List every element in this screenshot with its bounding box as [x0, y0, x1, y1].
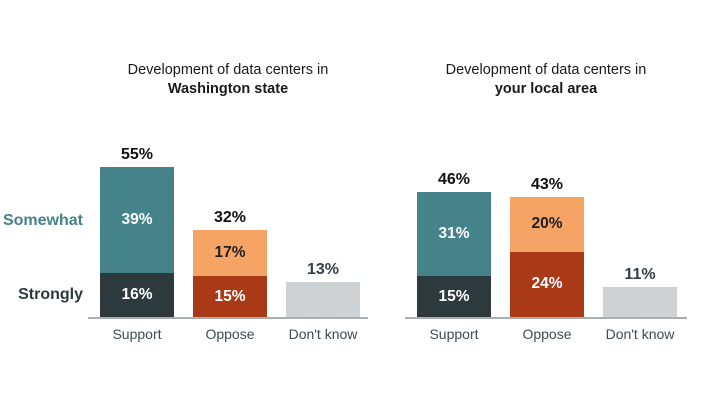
segment-value-label: 31%: [438, 224, 470, 242]
bar-column-support: 55% 39% 16%: [100, 132, 174, 317]
total-label-support: 46%: [437, 170, 471, 188]
category-label-oppose: Oppose: [205, 326, 255, 342]
bar-column-dont-know: 13%: [286, 132, 360, 317]
bar-segment-strongly-support: 16%: [100, 273, 174, 317]
plot-area: 46% 31% 15% 43% 20%: [405, 132, 687, 319]
bar-segment-strongly-oppose: 24%: [510, 251, 584, 317]
stacked-bar-support: 39% 16%: [100, 167, 174, 317]
bars-group: 55% 39% 16% 32% 17%: [100, 132, 360, 317]
category-label-oppose: Oppose: [522, 326, 572, 342]
x-axis-line: [88, 317, 368, 319]
chart-title: Development of data centers in your loca…: [405, 61, 687, 99]
category-label-dont-know: Don't know: [605, 326, 675, 342]
chart-washington-state: Development of data centers in Washingto…: [88, 55, 368, 350]
chart-title-line1: Development of data centers in: [127, 62, 329, 78]
stacked-bar-oppose: 20% 24%: [510, 197, 584, 317]
bar-segment-dont-know: [286, 281, 360, 317]
segment-value-label: 39%: [121, 211, 153, 229]
segment-value-label: 24%: [531, 275, 563, 293]
bar-column-oppose: 32% 17% 15%: [193, 132, 267, 317]
segment-value-label: 16%: [121, 286, 153, 304]
x-axis-line: [405, 317, 687, 319]
chart-title-line1: Development of data centers in: [445, 62, 647, 78]
legend-label-somewhat: Somewhat: [2, 212, 83, 229]
bar-segment-strongly-support: 15%: [417, 276, 491, 317]
total-label-dont-know: 11%: [624, 266, 656, 283]
bar-segment-somewhat-support: 31%: [417, 191, 491, 277]
total-label-oppose: 32%: [213, 208, 247, 226]
total-label-support: 55%: [120, 146, 154, 164]
chart-title: Development of data centers in Washingto…: [88, 61, 368, 99]
total-label-oppose: 43%: [530, 176, 564, 194]
chart-title-line2: your local area: [494, 81, 598, 97]
stacked-bar-oppose: 17% 15%: [193, 229, 267, 317]
segment-value-label: 15%: [214, 287, 246, 305]
total-label-dont-know: 13%: [306, 260, 340, 278]
bars-group: 46% 31% 15% 43% 20%: [417, 132, 677, 317]
category-label-support: Support: [429, 326, 479, 342]
category-labels: Support Oppose Don't know: [417, 326, 677, 343]
chart-local-area: Development of data centers in your loca…: [405, 55, 687, 350]
bar-dont-know: [603, 287, 677, 317]
segment-value-label: 15%: [438, 287, 470, 305]
bar-dont-know: [286, 281, 360, 317]
category-labels: Support Oppose Don't know: [100, 326, 360, 343]
chart-title-line2: Washington state: [167, 81, 289, 97]
bar-column-oppose: 43% 20% 24%: [510, 132, 584, 317]
legend-label-strongly: Strongly: [18, 286, 83, 303]
bar-segment-dont-know: [603, 287, 677, 317]
bar-column-dont-know: 11%: [603, 132, 677, 317]
bar-segment-somewhat-support: 39%: [100, 167, 174, 274]
category-label-dont-know: Don't know: [288, 326, 358, 342]
bar-segment-somewhat-oppose: 17%: [193, 229, 267, 277]
bar-segment-somewhat-oppose: 20%: [510, 197, 584, 252]
bar-column-support: 46% 31% 15%: [417, 132, 491, 317]
segment-value-label: 17%: [214, 243, 246, 261]
category-label-support: Support: [112, 326, 162, 342]
segment-value-label: 20%: [531, 215, 563, 233]
plot-area: 55% 39% 16% 32% 17%: [88, 132, 368, 319]
stacked-bar-support: 31% 15%: [417, 191, 491, 317]
bar-segment-strongly-oppose: 15%: [193, 276, 267, 317]
